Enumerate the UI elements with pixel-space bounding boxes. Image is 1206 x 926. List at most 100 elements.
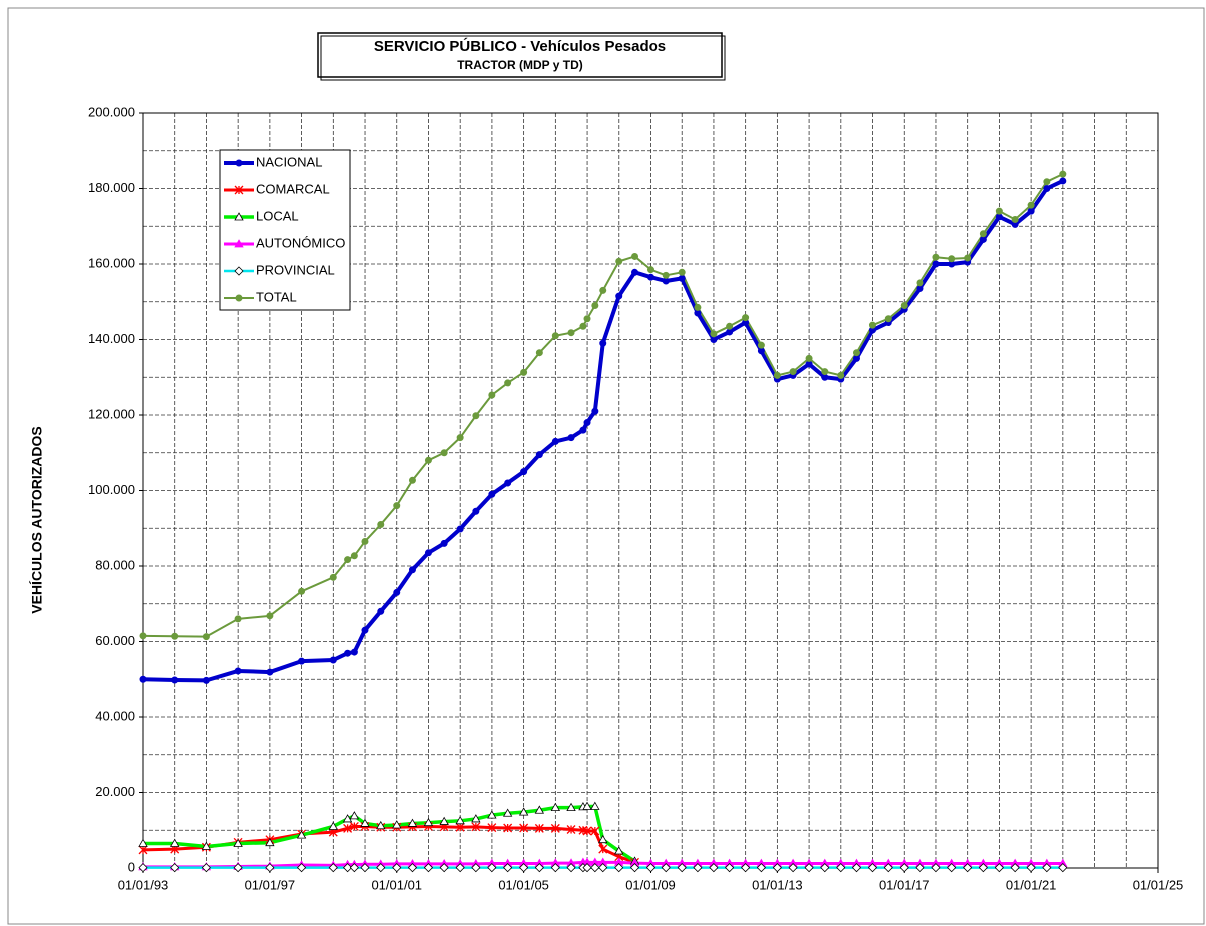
marker xyxy=(645,863,656,873)
marker xyxy=(567,434,575,442)
marker xyxy=(978,863,988,873)
x-tick-label: 01/01/13 xyxy=(752,877,803,892)
marker xyxy=(820,863,830,873)
marker xyxy=(979,235,987,243)
marker xyxy=(138,845,148,855)
marker xyxy=(916,285,924,293)
marker xyxy=(439,863,449,873)
marker xyxy=(343,823,353,833)
marker xyxy=(916,279,924,287)
marker xyxy=(440,539,448,547)
marker xyxy=(343,863,353,873)
marker xyxy=(821,373,829,381)
marker xyxy=(551,437,559,445)
marker xyxy=(472,507,480,515)
marker xyxy=(298,657,306,665)
marker xyxy=(535,451,543,459)
marker xyxy=(350,552,358,560)
marker xyxy=(1043,185,1051,192)
marker xyxy=(393,588,401,596)
marker xyxy=(932,253,940,261)
marker xyxy=(472,412,480,420)
marker xyxy=(233,863,243,873)
marker xyxy=(377,520,385,528)
marker xyxy=(851,863,862,873)
marker xyxy=(757,341,765,349)
marker xyxy=(235,294,243,302)
marker xyxy=(647,266,654,274)
marker xyxy=(662,277,670,285)
title-box xyxy=(317,32,723,78)
marker xyxy=(931,863,941,873)
marker xyxy=(867,863,878,873)
marker xyxy=(614,846,624,855)
marker xyxy=(994,863,1004,873)
marker xyxy=(329,573,337,581)
x-tick-label: 01/01/09 xyxy=(625,877,676,892)
marker xyxy=(591,407,599,415)
marker xyxy=(392,820,402,829)
x-tick-label: 01/01/21 xyxy=(1006,877,1057,892)
marker xyxy=(266,612,274,620)
marker xyxy=(504,379,512,387)
marker xyxy=(487,823,497,833)
marker xyxy=(408,566,416,574)
marker xyxy=(455,816,465,825)
marker xyxy=(852,349,860,357)
marker xyxy=(590,801,600,810)
marker xyxy=(360,818,370,827)
marker xyxy=(520,368,528,376)
marker xyxy=(1059,177,1067,185)
marker xyxy=(235,159,243,167)
marker xyxy=(773,371,781,379)
marker xyxy=(1026,863,1036,873)
x-tick-label: 01/01/93 xyxy=(118,877,169,892)
marker xyxy=(915,863,925,873)
marker xyxy=(615,292,623,300)
marker xyxy=(631,252,639,260)
marker xyxy=(1043,178,1051,186)
marker xyxy=(139,632,147,640)
x-tick-label: 01/01/97 xyxy=(245,877,296,892)
marker xyxy=(710,336,718,343)
marker xyxy=(202,676,210,684)
marker xyxy=(349,822,359,831)
x-tick-label: 01/01/17 xyxy=(879,877,930,892)
marker xyxy=(566,825,576,834)
marker xyxy=(979,230,987,238)
marker xyxy=(534,805,545,814)
marker xyxy=(361,626,369,634)
marker xyxy=(393,502,401,510)
marker xyxy=(138,863,148,873)
marker xyxy=(234,212,244,221)
marker xyxy=(487,810,497,819)
y-tick-label: 140.000 xyxy=(88,331,135,346)
legend-label: AUTONÓMICO xyxy=(256,235,345,250)
marker xyxy=(360,863,370,873)
marker xyxy=(631,268,639,276)
marker xyxy=(265,837,275,847)
marker xyxy=(599,339,607,347)
marker xyxy=(947,863,957,873)
marker xyxy=(836,863,846,873)
marker xyxy=(349,863,359,873)
legend-label: COMARCAL xyxy=(256,181,330,196)
marker xyxy=(726,328,734,336)
marker xyxy=(614,863,624,873)
marker xyxy=(139,675,147,683)
marker xyxy=(456,434,464,442)
marker xyxy=(534,823,544,833)
marker xyxy=(502,808,513,817)
marker xyxy=(234,615,242,623)
marker xyxy=(518,807,529,816)
marker xyxy=(1042,863,1052,873)
marker xyxy=(455,863,465,873)
marker xyxy=(900,302,908,310)
series-line xyxy=(143,804,636,863)
marker xyxy=(234,667,242,675)
marker xyxy=(579,426,587,434)
marker xyxy=(298,587,306,595)
marker xyxy=(566,802,576,811)
marker xyxy=(694,309,702,317)
